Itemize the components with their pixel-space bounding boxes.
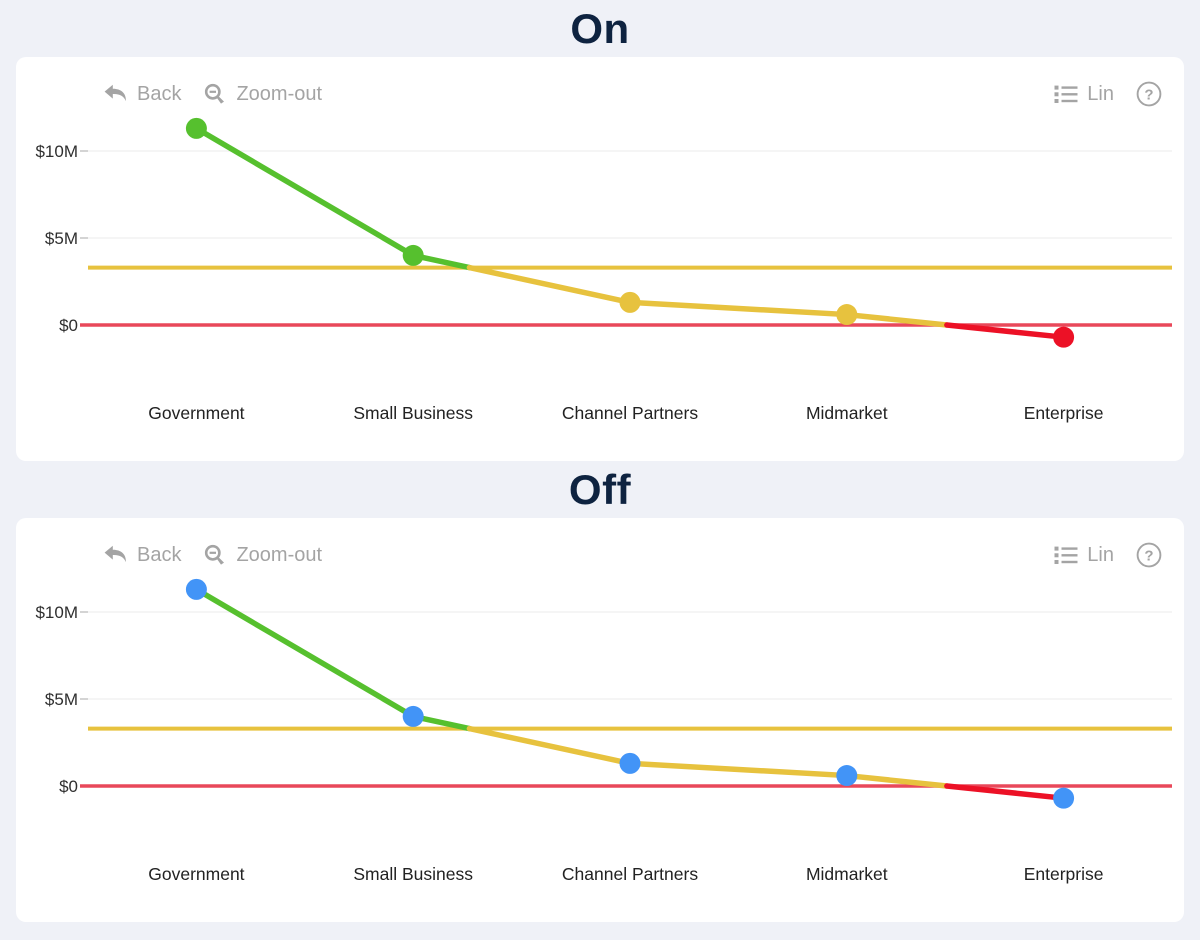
y-tick-label: $10M: [35, 142, 78, 161]
line-segment-yellow: [466, 725, 950, 789]
zoom-out-button-label: Zoom-out: [236, 82, 323, 105]
x-axis-label: Enterprise: [1024, 403, 1104, 423]
y-tick-label: $5M: [45, 690, 78, 709]
data-point[interactable]: [1053, 787, 1075, 809]
svg-text:?: ?: [1144, 547, 1153, 564]
section-title-on: On: [570, 4, 630, 52]
x-axis-label: Enterprise: [1024, 864, 1104, 884]
chart-toolbar: Back Zoom-out: [102, 81, 1162, 107]
data-point[interactable]: [1053, 326, 1075, 348]
y-tick-label: $0: [59, 316, 78, 335]
question-circle-icon: ?: [1136, 542, 1162, 568]
line-segment-green: [193, 125, 473, 271]
x-axis-label: Government: [148, 403, 244, 423]
line-chart-off: $0 $5M $10M Government Small Business Channel…: [35, 578, 1172, 884]
back-button[interactable]: Back: [102, 543, 181, 567]
x-axis-label: Midmarket: [806, 403, 888, 423]
x-axis-label: Small Business: [353, 864, 473, 884]
zoom-out-button[interactable]: Zoom-out: [203, 82, 322, 106]
data-point[interactable]: [185, 578, 207, 600]
undo-arrow-icon: [104, 545, 126, 563]
y-tick-label: $5M: [45, 229, 78, 248]
x-axis-label: Small Business: [353, 403, 473, 423]
list-icon: [1054, 85, 1078, 103]
help-button[interactable]: ?: [1136, 542, 1162, 568]
x-axis-label: Midmarket: [806, 864, 888, 884]
zoom-out-button-label: Zoom-out: [236, 543, 323, 566]
scale-toggle-label: Lin: [1087, 82, 1114, 105]
scale-toggle-label: Lin: [1087, 543, 1114, 566]
data-point[interactable]: [402, 244, 424, 266]
data-point[interactable]: [836, 765, 858, 787]
data-point[interactable]: [185, 117, 207, 139]
back-button-label: Back: [137, 543, 182, 566]
back-button-label: Back: [137, 82, 182, 105]
line-chart-on: $0 $5M $10M Government Small Business Channel…: [35, 117, 1172, 423]
list-icon: [1054, 546, 1078, 564]
data-point[interactable]: [402, 705, 424, 727]
line-segment-red: [944, 783, 1067, 801]
y-tick-label: $0: [59, 777, 78, 796]
magnifier-minus-icon: [205, 544, 225, 565]
data-point[interactable]: [619, 291, 641, 313]
y-tick-label: $10M: [35, 603, 78, 622]
question-circle-icon: ?: [1136, 81, 1162, 107]
zoom-out-button[interactable]: Zoom-out: [203, 543, 322, 567]
x-axis-label: Government: [148, 864, 244, 884]
scale-toggle-button[interactable]: Lin: [1054, 83, 1114, 106]
back-button[interactable]: Back: [102, 82, 181, 106]
x-axis-label: Channel Partners: [562, 403, 698, 423]
line-segment-red: [944, 322, 1067, 340]
chart-toolbar: Back Zoom-out: [102, 542, 1162, 568]
undo-arrow-icon: [104, 84, 126, 102]
data-point[interactable]: [836, 304, 858, 326]
magnifier-minus-icon: [205, 83, 225, 104]
section-title-off: Off: [568, 465, 632, 513]
chart-card-on: Back Zoom-out: [16, 57, 1184, 461]
chart-card-off: Back Zoom-out: [16, 518, 1184, 922]
line-segment-green: [193, 586, 473, 732]
data-point[interactable]: [619, 752, 641, 774]
svg-text:?: ?: [1144, 86, 1153, 103]
scale-toggle-button[interactable]: Lin: [1054, 544, 1114, 567]
line-segment-yellow: [466, 264, 950, 328]
help-button[interactable]: ?: [1136, 81, 1162, 107]
x-axis-label: Channel Partners: [562, 864, 698, 884]
